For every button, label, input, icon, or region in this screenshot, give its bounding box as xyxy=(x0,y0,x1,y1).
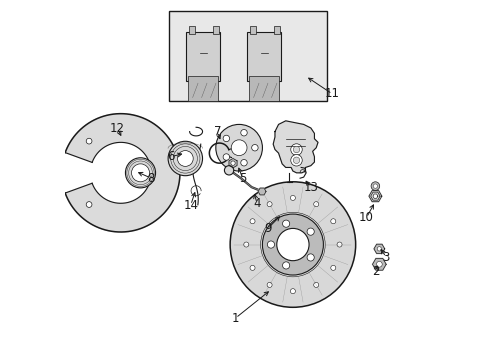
Circle shape xyxy=(282,220,289,227)
Circle shape xyxy=(223,135,229,142)
Circle shape xyxy=(244,242,248,247)
Polygon shape xyxy=(65,114,180,232)
Circle shape xyxy=(168,141,202,176)
FancyBboxPatch shape xyxy=(246,32,281,81)
Polygon shape xyxy=(258,188,265,195)
Circle shape xyxy=(224,166,233,175)
Circle shape xyxy=(223,154,229,160)
Circle shape xyxy=(313,202,318,207)
Circle shape xyxy=(372,184,377,188)
Circle shape xyxy=(290,289,295,294)
Circle shape xyxy=(125,158,155,188)
Text: 8: 8 xyxy=(147,172,155,185)
Text: 3: 3 xyxy=(382,251,389,264)
Circle shape xyxy=(276,228,308,261)
Circle shape xyxy=(215,125,262,171)
Circle shape xyxy=(282,262,289,269)
Polygon shape xyxy=(228,158,237,168)
Circle shape xyxy=(306,228,314,235)
Circle shape xyxy=(266,282,271,287)
Text: 7: 7 xyxy=(213,125,221,138)
Circle shape xyxy=(177,150,193,166)
Polygon shape xyxy=(368,190,381,202)
Circle shape xyxy=(293,157,299,163)
Polygon shape xyxy=(373,244,384,253)
Circle shape xyxy=(240,159,247,166)
Polygon shape xyxy=(372,258,386,270)
Circle shape xyxy=(262,214,323,275)
Text: 4: 4 xyxy=(253,197,260,210)
Circle shape xyxy=(267,241,274,248)
Text: 5: 5 xyxy=(239,172,246,185)
Polygon shape xyxy=(372,194,377,198)
Circle shape xyxy=(313,282,318,287)
Circle shape xyxy=(230,182,355,307)
Circle shape xyxy=(376,247,381,251)
Circle shape xyxy=(290,154,302,166)
Text: 6: 6 xyxy=(167,150,174,163)
Text: 12: 12 xyxy=(109,122,124,135)
FancyBboxPatch shape xyxy=(188,26,195,34)
FancyBboxPatch shape xyxy=(188,76,218,101)
Circle shape xyxy=(306,254,314,261)
Circle shape xyxy=(290,144,302,155)
Circle shape xyxy=(231,140,246,156)
Text: 10: 10 xyxy=(358,211,373,224)
Circle shape xyxy=(249,219,255,224)
Circle shape xyxy=(290,195,295,201)
Circle shape xyxy=(86,138,92,144)
Polygon shape xyxy=(370,192,379,200)
Text: 2: 2 xyxy=(371,265,378,278)
Circle shape xyxy=(370,182,379,190)
Circle shape xyxy=(230,161,235,165)
Circle shape xyxy=(131,164,149,182)
Text: 13: 13 xyxy=(303,181,318,194)
Polygon shape xyxy=(273,121,317,173)
FancyBboxPatch shape xyxy=(273,26,280,34)
Circle shape xyxy=(330,219,335,224)
Circle shape xyxy=(293,146,299,153)
Circle shape xyxy=(336,242,341,247)
Circle shape xyxy=(376,261,382,267)
FancyBboxPatch shape xyxy=(185,32,220,81)
Circle shape xyxy=(251,144,258,151)
FancyBboxPatch shape xyxy=(249,26,256,34)
Text: 9: 9 xyxy=(264,222,271,235)
Circle shape xyxy=(330,265,335,270)
Circle shape xyxy=(240,130,247,136)
Text: 11: 11 xyxy=(324,87,339,100)
Text: 14: 14 xyxy=(183,199,198,212)
Text: 1: 1 xyxy=(231,311,239,325)
FancyBboxPatch shape xyxy=(212,26,219,34)
Circle shape xyxy=(249,265,255,270)
FancyBboxPatch shape xyxy=(169,12,326,101)
FancyBboxPatch shape xyxy=(249,76,279,101)
Circle shape xyxy=(266,202,271,207)
Circle shape xyxy=(86,202,92,207)
